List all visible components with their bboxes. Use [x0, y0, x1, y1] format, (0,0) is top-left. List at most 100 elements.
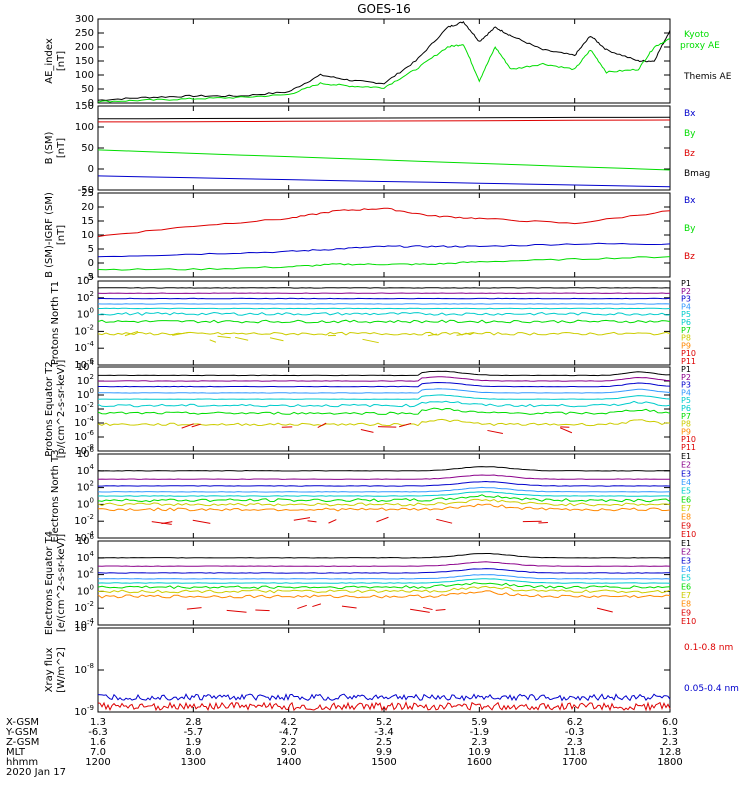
flux-line	[98, 480, 671, 487]
y-tick-label: 100	[77, 387, 94, 401]
footer-value: 6.2	[567, 717, 583, 728]
flux-segment	[362, 338, 379, 344]
footer-value: 1800	[657, 757, 682, 768]
flux-segment	[124, 330, 139, 337]
legend-e10: E10	[681, 530, 696, 539]
y-tick-label: 250	[75, 28, 94, 39]
y-tick-label: 25	[81, 188, 94, 199]
flux-line	[97, 418, 671, 427]
flux-segment	[376, 516, 389, 523]
y-tick-label: 10-7	[74, 620, 94, 634]
y-tick-label: 0	[88, 258, 94, 269]
flux-segment	[341, 605, 357, 609]
legend-p1: P1	[681, 279, 691, 288]
legend-p1: P1	[681, 365, 691, 374]
flux-segment	[399, 422, 412, 428]
footer-value: 1600	[467, 757, 492, 768]
y-tick-label: 102	[77, 290, 94, 304]
y-tick-label: 100	[77, 496, 94, 510]
flux-segment	[317, 422, 327, 428]
flux-line	[98, 376, 671, 382]
legend-themis-ae: Themis AE	[683, 72, 732, 82]
series-line	[97, 149, 671, 171]
footer-value: 2.3	[471, 737, 487, 748]
flux-segment	[436, 518, 453, 524]
footer-value: 10.9	[468, 747, 490, 758]
footer-value: 7.0	[90, 747, 106, 758]
flux-line	[97, 494, 671, 503]
legend-by: By	[684, 224, 696, 234]
series-line	[97, 21, 671, 101]
flux-line	[98, 370, 671, 377]
legend-p7: P7	[681, 326, 691, 335]
legend-e1: E1	[681, 539, 691, 548]
flux-segment	[435, 608, 446, 611]
legend-e9: E9	[681, 608, 691, 617]
footer-value: 8.0	[185, 747, 201, 758]
y-tick-label: 106	[77, 533, 95, 547]
flux-line	[97, 319, 671, 324]
panel-2: 150 100 50 0 -50 B (SM) [nT] Bx By Bz Bmag	[44, 101, 710, 196]
y-tick-label: 50	[81, 84, 94, 95]
y-tick-label: 150	[75, 56, 94, 67]
footer-row-label: hhmm	[6, 757, 38, 768]
panel-frame	[97, 627, 671, 713]
y-tick-label: 10-6	[74, 429, 94, 443]
flux-segment	[217, 335, 231, 339]
flux-segment	[181, 423, 194, 429]
legend-p2: P2	[681, 373, 691, 382]
y-axis-label: Protons Equator T2	[44, 361, 55, 457]
panel-3: 25 20 15 10 5 0 -5 B (SM)-IGRF (SM) [nT] Bx By Bz	[44, 188, 696, 283]
y-tick-label: 106	[77, 446, 95, 460]
legend-p8: P8	[681, 334, 691, 343]
y-tick-label: 10-9	[74, 704, 94, 718]
y-axis-label: Electrons Equator T4	[44, 531, 55, 635]
legend-bx: Bx	[684, 109, 696, 119]
flux-line	[97, 498, 671, 507]
flux-segment	[360, 429, 374, 433]
legend-e7: E7	[681, 591, 691, 600]
y-axis-label: Protons North T1	[50, 281, 61, 365]
flux-segment	[559, 427, 573, 434]
flux-segment	[255, 609, 270, 612]
y-tick-label: 104	[77, 463, 95, 477]
legend-p2: P2	[681, 287, 691, 296]
footer-value: 4.2	[281, 717, 297, 728]
footer-value: -0.3	[565, 727, 585, 738]
legend-p5: P5	[681, 310, 691, 319]
series-line	[97, 207, 671, 238]
y-axis-unit: [e/(cm^2-s-sr-keV)]	[56, 534, 67, 632]
flux-segment	[234, 336, 249, 341]
footer-value: 1400	[276, 757, 301, 768]
flux-line	[97, 486, 671, 493]
y-tick-label: 100	[77, 583, 94, 597]
flux-segment	[293, 517, 311, 521]
y-axis-label: Xray flux	[44, 648, 55, 693]
legend-e2: E2	[681, 461, 691, 470]
legend-p10: P10	[681, 435, 696, 444]
footer-value: 11.8	[564, 747, 586, 758]
panel-1: 300 250 200 150 100 50 0 AE_index [nT] Themis AE K…	[44, 14, 732, 109]
flux-line	[97, 331, 671, 336]
legend-p3: P3	[681, 295, 691, 304]
legend-kyoto-line2: proxy AE	[680, 41, 720, 51]
legend-e3: E3	[681, 469, 691, 478]
flux-line	[97, 491, 671, 497]
y-tick-label: 0	[88, 98, 94, 109]
legend-e9: E9	[681, 521, 691, 530]
footer-value: 2.2	[281, 737, 297, 748]
y-tick-label: -50	[78, 185, 94, 196]
flux-line	[97, 400, 671, 408]
y-axis-label: B (SM)	[44, 131, 55, 164]
flux-line	[97, 287, 671, 289]
legend-e4: E4	[681, 478, 691, 487]
flux-segment	[423, 606, 433, 611]
y-axis-label: B (SM)-IGRF (SM)	[44, 192, 55, 278]
y-axis-unit: [nT]	[56, 225, 67, 245]
y-tick-label: 15	[81, 216, 94, 227]
flux-line	[97, 561, 671, 567]
series-line	[97, 242, 671, 258]
footer-value: -4.7	[279, 727, 299, 738]
